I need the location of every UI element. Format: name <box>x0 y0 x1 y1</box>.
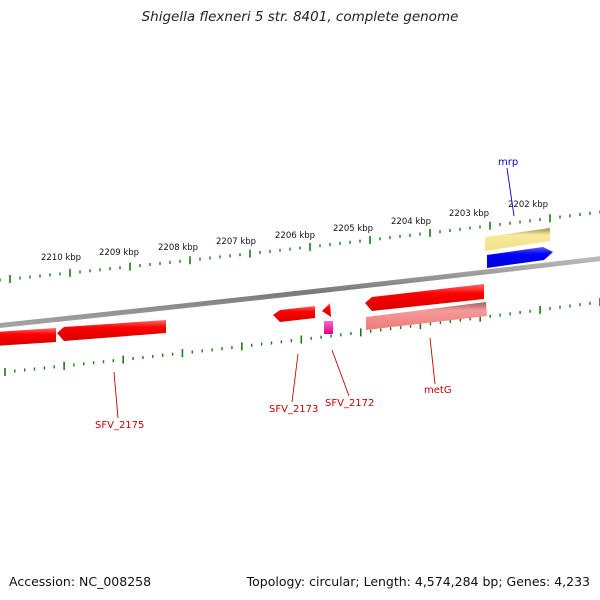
ruler-label: 2207 kbp <box>216 237 256 247</box>
ruler-label: 2206 kbp <box>275 231 315 241</box>
callout-line-sfv-2172 <box>331 349 350 397</box>
ruler-label: 2209 kbp <box>99 248 139 258</box>
callout-line-mrp <box>506 167 515 217</box>
gene-label-mrp[interactable]: mrp <box>498 157 518 168</box>
genome-summary: Topology: circular; Length: 4,574,284 bp… <box>246 574 590 589</box>
genome-backbone <box>0 256 600 328</box>
gene-arrow-sfv-2175-left[interactable] <box>0 328 56 346</box>
ruler-label: 2208 kbp <box>158 243 198 253</box>
ruler-label: 2203 kbp <box>449 209 489 219</box>
gene-feature-metg[interactable] <box>366 302 487 330</box>
accession-label: Accession: NC_008258 <box>9 574 152 589</box>
callout-line-sfv-2173 <box>291 353 299 403</box>
pseudo-feature-mrp-region[interactable] <box>485 228 550 251</box>
ruler-label: 2210 kbp <box>41 253 81 263</box>
gene-arrow-metg-strand[interactable] <box>365 284 484 311</box>
gene-arrow-sfv-2172[interactable] <box>322 303 331 317</box>
callout-line-sfv-2175 <box>113 371 119 419</box>
outer-scale-ticks <box>0 210 600 283</box>
ruler-label: 2202 kbp <box>508 200 548 210</box>
callout-line-metg <box>429 337 436 385</box>
ruler-label: 2204 kbp <box>391 217 431 227</box>
gene-arrow-sfv-2173[interactable] <box>273 306 315 322</box>
rna-feature-small[interactable] <box>324 321 333 334</box>
gene-label-sfv-2175[interactable]: SFV_2175 <box>95 420 144 431</box>
gene-label-metg[interactable]: metG <box>424 385 452 396</box>
ruler-label: 2205 kbp <box>333 224 373 234</box>
genome-title: Shigella flexneri 5 str. 8401, complete … <box>141 9 459 25</box>
gene-arrow-mrp[interactable] <box>487 247 553 268</box>
ruler-labels: 2210 kbp 2209 kbp 2208 kbp 2207 kbp 2206… <box>41 200 548 263</box>
gene-label-sfv-2173[interactable]: SFV_2173 <box>269 404 318 415</box>
gene-arrow-sfv-2175[interactable] <box>57 320 166 341</box>
inner-scale-ticks <box>4 298 600 376</box>
gene-label-sfv-2172[interactable]: SFV_2172 <box>325 398 374 409</box>
